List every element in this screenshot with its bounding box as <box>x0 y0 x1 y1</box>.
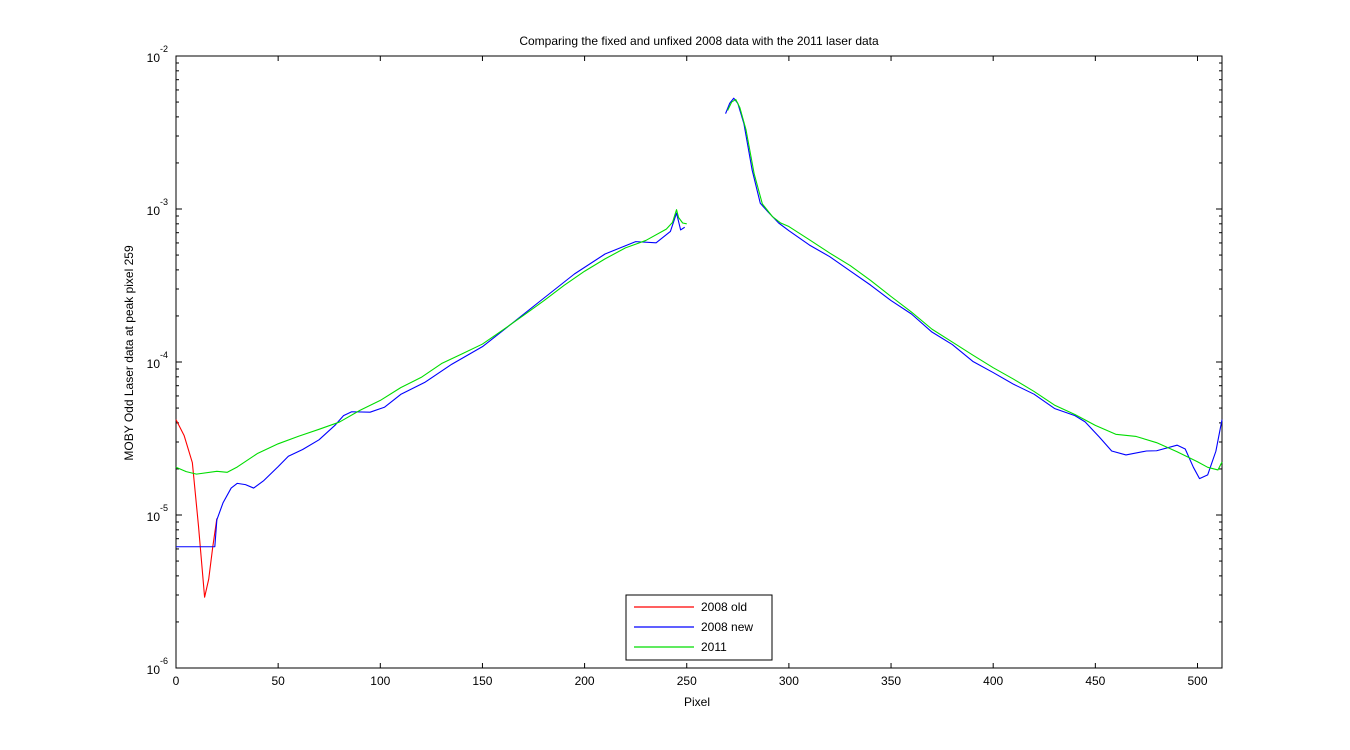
x-tick-label: 100 <box>370 674 390 688</box>
series-line-2008-old <box>175 419 218 598</box>
x-tick-label: 500 <box>1187 674 1207 688</box>
x-tick-label: 250 <box>677 674 697 688</box>
y-tick-label-base: 10 <box>147 51 161 65</box>
x-tick-label: 150 <box>472 674 492 688</box>
x-tick-label: 50 <box>271 674 285 688</box>
legend: 2008 old 2008 new 2011 <box>625 594 773 661</box>
legend-label: 2011 <box>701 640 727 654</box>
y-axis-label: MOBY Odd Laser data at peak pixel 259 <box>122 245 136 461</box>
chart-title: Comparing the fixed and unfixed 2008 dat… <box>519 34 879 48</box>
y-tick-label-base: 10 <box>147 510 161 524</box>
x-tick-label: 300 <box>779 674 799 688</box>
x-tick-label: 0 <box>173 674 180 688</box>
legend-label: 2008 old <box>701 600 747 614</box>
y-tick-label-base: 10 <box>147 204 161 218</box>
y-tick-label-base: 10 <box>147 663 161 677</box>
x-tick-label: 200 <box>575 674 595 688</box>
x-axis-label: Pixel <box>684 695 710 709</box>
plot-frame <box>175 55 1223 669</box>
series-line-2008-new <box>176 97 1223 548</box>
y-tick-label-exponent: -3 <box>160 197 168 207</box>
y-tick-label-base: 10 <box>147 357 161 371</box>
y-tick-label-exponent: -5 <box>160 503 168 513</box>
plot-area: 0 50 100 150 200 250 300 350 400 450 50010-610-510… <box>147 44 1223 688</box>
x-tick-label: 350 <box>881 674 901 688</box>
y-tick-label-exponent: -2 <box>160 44 168 54</box>
legend-label: 2008 new <box>701 620 753 634</box>
y-tick-label-exponent: -4 <box>160 350 168 360</box>
x-tick-label: 450 <box>1085 674 1105 688</box>
x-tick-label: 400 <box>983 674 1003 688</box>
y-tick-label-exponent: -6 <box>160 656 168 666</box>
series-line-2011 <box>175 98 1223 475</box>
